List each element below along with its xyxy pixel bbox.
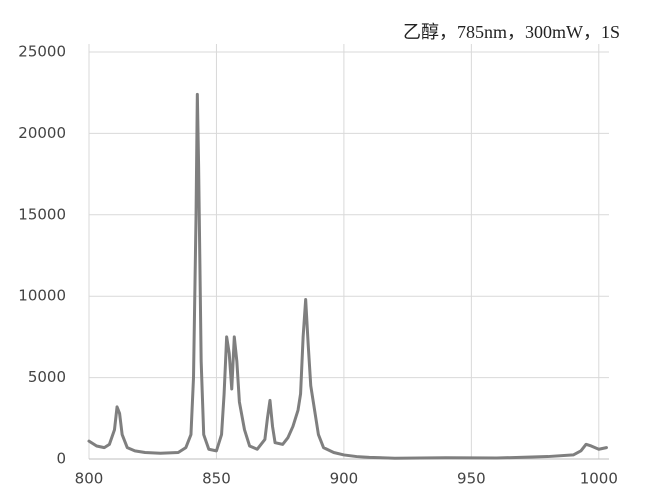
y-tick-label: 15000 (18, 205, 66, 223)
y-tick-label: 20000 (18, 124, 66, 142)
chart-title: 乙醇，785nm，300mW，1S (403, 22, 620, 42)
x-tick-label: 1000 (580, 470, 618, 488)
y-tick-label: 0 (56, 450, 66, 468)
y-tick-label: 5000 (28, 368, 66, 386)
x-tick-label: 950 (457, 470, 486, 488)
spectrum-line (87, 92, 608, 460)
y-tick-label: 25000 (18, 43, 66, 61)
y-tick-label: 10000 (18, 287, 66, 305)
x-tick-label: 900 (330, 470, 359, 488)
x-tick-label: 850 (202, 470, 231, 488)
x-tick-label: 800 (75, 470, 104, 488)
